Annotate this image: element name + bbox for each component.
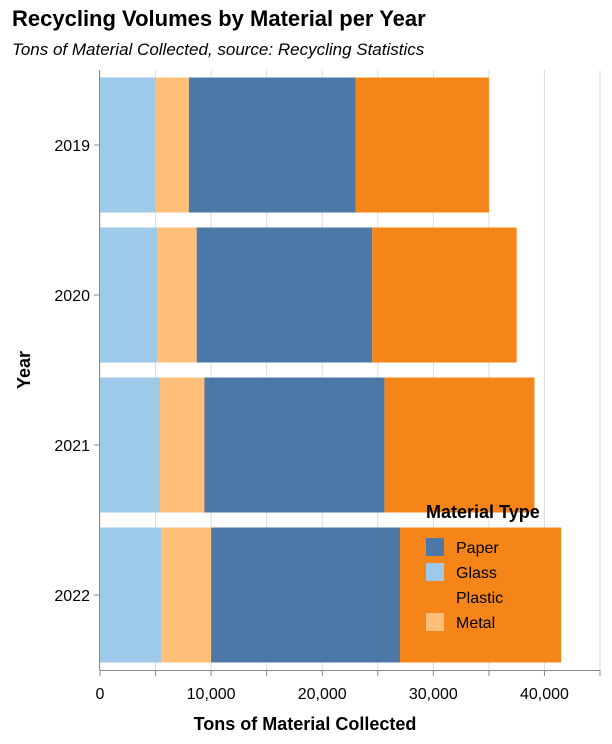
x-axis-title: Tons of Material Collected <box>194 714 417 734</box>
legend-swatch-paper <box>426 538 444 556</box>
axes: 0 10,000 20,000 30,000 40,000 Tons of Materia… <box>14 70 601 734</box>
x-tick-label: 20,000 <box>298 686 347 703</box>
bar-paper-2019 <box>188 77 356 213</box>
x-tick-label: 30,000 <box>409 686 458 703</box>
bar-glass-2020 <box>100 227 158 363</box>
x-tick-label: 0 <box>96 686 105 703</box>
x-tick-label: 40,000 <box>520 686 569 703</box>
bar-paper-2021 <box>204 377 385 513</box>
bar-metal-2022 <box>161 527 212 663</box>
x-tick-label: 10,000 <box>187 686 236 703</box>
chart-subtitle: Tons of Material Collected, source: Recy… <box>12 40 425 59</box>
y-tick-label: 2019 <box>54 138 90 155</box>
y-tick-label: 2021 <box>54 438 90 455</box>
legend-swatch-metal <box>426 613 444 631</box>
legend-label-paper: Paper <box>456 540 499 557</box>
legend-swatch-glass <box>426 563 444 581</box>
legend-label-metal: Metal <box>456 615 495 632</box>
bar-glass-2022 <box>100 527 162 663</box>
legend-label-glass: Glass <box>456 565 497 582</box>
bar-plastic-2019 <box>355 77 489 213</box>
legend: Material Type Paper Glass Plastic Metal <box>426 502 540 632</box>
chart-title: Recycling Volumes by Material per Year <box>12 6 426 31</box>
bar-metal-2021 <box>160 377 205 513</box>
bar-plastic-2020 <box>372 227 517 363</box>
bar-glass-2021 <box>100 377 160 513</box>
bar-plastic-2021 <box>384 377 535 513</box>
bar-paper-2022 <box>211 527 400 663</box>
bar-paper-2020 <box>196 227 373 363</box>
legend-swatch-plastic <box>426 588 444 606</box>
bar-glass-2019 <box>100 77 156 213</box>
legend-title: Material Type <box>426 502 540 522</box>
legend-label-plastic: Plastic <box>456 590 503 607</box>
y-tick-label: 2022 <box>54 588 90 605</box>
bar-metal-2020 <box>157 227 197 363</box>
bar-metal-2019 <box>155 77 189 213</box>
y-tick-label: 2020 <box>54 288 90 305</box>
y-axis-title: Year <box>14 351 34 389</box>
